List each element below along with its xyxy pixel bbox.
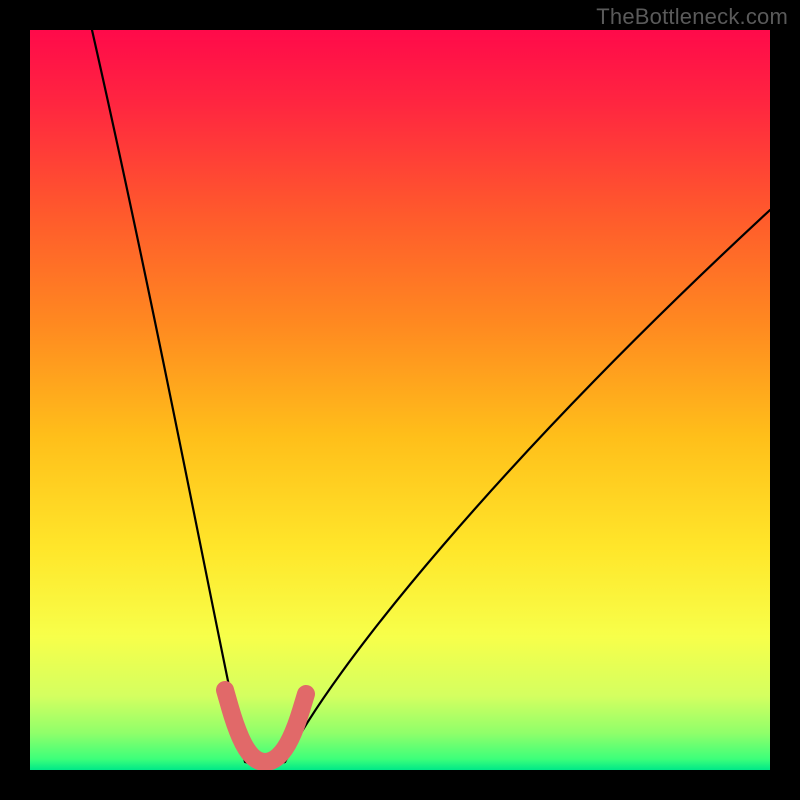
chart-frame: TheBottleneck.com [0,0,800,800]
plot-area [30,30,770,770]
gradient-background [30,30,770,770]
watermark-text: TheBottleneck.com [596,4,788,30]
bottleneck-chart-svg [30,30,770,770]
